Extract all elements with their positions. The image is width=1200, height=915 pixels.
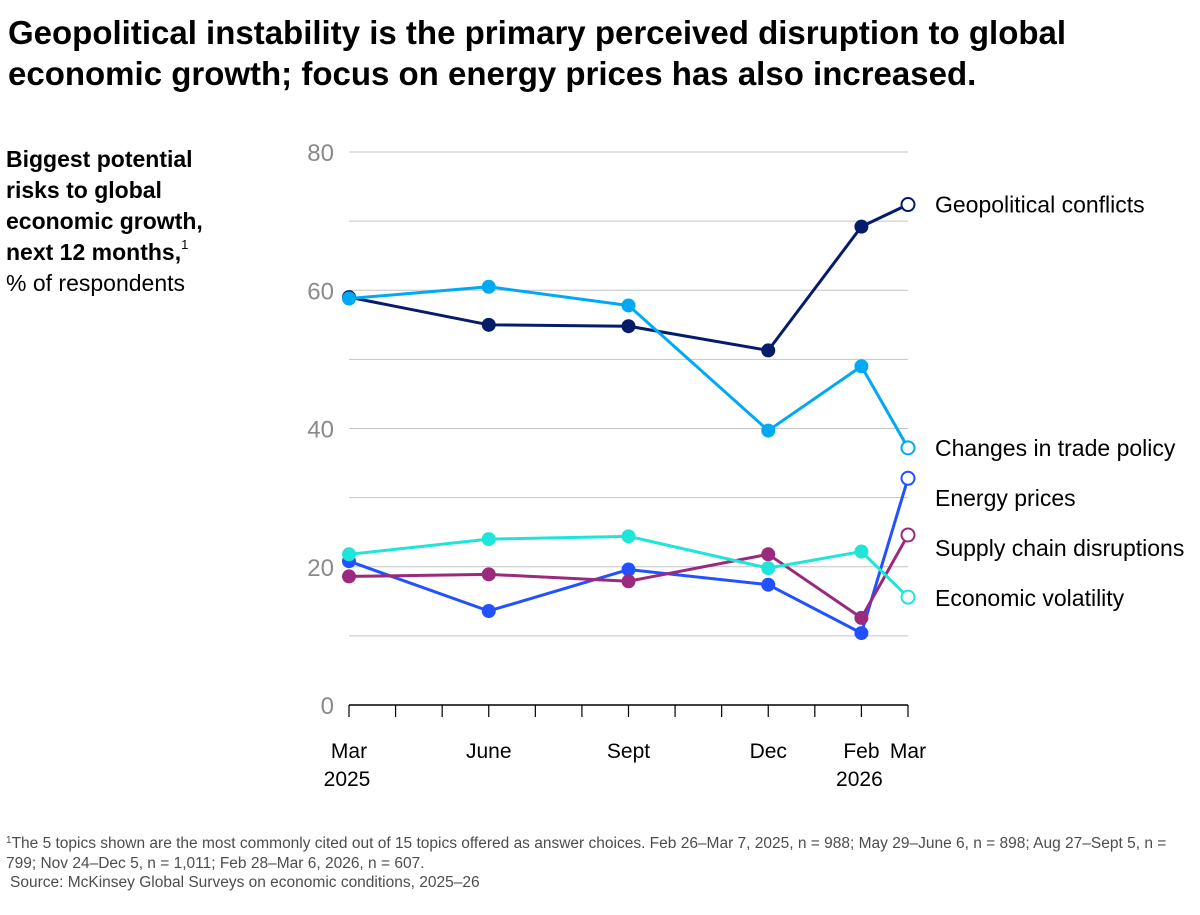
x-tick-label: Feb	[843, 740, 879, 763]
series-line-supply-chain-disruptions	[348, 534, 910, 620]
data-point-changes-in-trade-policy	[481, 279, 496, 294]
y-tick-label: 80	[307, 140, 334, 167]
chart-subtitle: Biggest potential risks to global econom…	[6, 144, 246, 299]
data-point-economic-volatility	[854, 544, 869, 559]
footnote-marker: 1	[181, 237, 189, 252]
data-point-geopolitical-conflicts	[900, 197, 916, 213]
x-tick-label: Mar	[331, 740, 367, 763]
series-label: Economic volatility	[935, 585, 1125, 611]
series-line-energy-prices	[348, 477, 910, 635]
data-point-supply-chain-disruptions	[854, 610, 869, 625]
subtitle-unit: % of respondents	[6, 270, 186, 296]
series-label: Supply chain disruptions	[935, 535, 1184, 561]
x-axis: Mar 2025 June Sept Dec Feb 2026 Mar	[324, 704, 926, 791]
data-point-changes-in-trade-policy	[342, 291, 356, 306]
data-point-geopolitical-conflicts	[761, 343, 776, 358]
y-tick-label: 60	[307, 278, 334, 305]
footnote-body: The 5 topics shown are the most commonly…	[6, 835, 1167, 872]
series-label: Changes in trade policy	[935, 435, 1176, 461]
data-point-economic-volatility	[342, 547, 356, 562]
x-tick-year-label: 2025	[324, 768, 371, 791]
data-point-supply-chain-disruptions	[761, 547, 776, 562]
series-line-changes-in-trade-policy	[348, 285, 910, 449]
data-point-changes-in-trade-policy	[900, 440, 916, 456]
data-point-changes-in-trade-policy	[761, 423, 776, 438]
data-point-supply-chain-disruptions	[900, 527, 916, 543]
y-tick-label: 0	[321, 693, 334, 720]
data-point-economic-volatility	[900, 589, 916, 605]
data-point-geopolitical-conflicts	[854, 219, 869, 234]
data-point-changes-in-trade-policy	[854, 359, 869, 374]
data-point-geopolitical-conflicts	[621, 319, 636, 334]
series-lines	[342, 197, 916, 641]
data-point-energy-prices	[854, 626, 869, 641]
x-tick-year-label: 2026	[836, 768, 883, 791]
footnote-number: 1	[6, 835, 12, 846]
data-point-energy-prices	[761, 577, 776, 592]
y-axis: 0 20 40 60 80	[307, 140, 334, 720]
series-label: Geopolitical conflicts	[935, 192, 1145, 218]
data-point-economic-volatility	[481, 532, 496, 547]
x-tick-label: Sept	[607, 740, 650, 763]
y-tick-label: 20	[307, 555, 334, 582]
data-point-supply-chain-disruptions	[481, 567, 496, 582]
x-tick-label: June	[466, 740, 512, 763]
data-point-supply-chain-disruptions	[342, 569, 356, 584]
data-point-economic-volatility	[621, 529, 636, 544]
footnote: 1The 5 topics shown are the most commonl…	[6, 834, 1196, 893]
x-tick-label: Mar	[890, 740, 926, 763]
data-point-geopolitical-conflicts	[481, 317, 496, 332]
subtitle-measure: Biggest potential risks to global econom…	[6, 146, 203, 265]
data-point-economic-volatility	[761, 561, 776, 576]
y-tick-label: 40	[307, 417, 334, 444]
data-point-energy-prices	[481, 603, 496, 618]
data-point-energy-prices	[621, 562, 636, 577]
series-labels: Geopolitical conflicts Changes in trade p…	[935, 192, 1184, 611]
footnote-text: 1The 5 topics shown are the most commonl…	[6, 834, 1196, 873]
data-point-supply-chain-disruptions	[621, 574, 636, 589]
x-tick-label: Dec	[750, 740, 787, 763]
chart-title: Geopolitical instability is the primary …	[8, 14, 1067, 92]
line-chart: 0 20 40 60 80 Mar 2025 June Sept Dec Feb 2026 Mar G…	[307, 140, 1184, 791]
series-line-geopolitical-conflicts	[348, 203, 909, 352]
data-point-changes-in-trade-policy	[621, 298, 636, 313]
series-label: Energy prices	[935, 485, 1076, 511]
source-note: Source: McKinsey Global Surveys on econo…	[10, 874, 480, 891]
series-line-economic-volatility	[348, 534, 910, 599]
data-point-energy-prices	[900, 470, 916, 486]
